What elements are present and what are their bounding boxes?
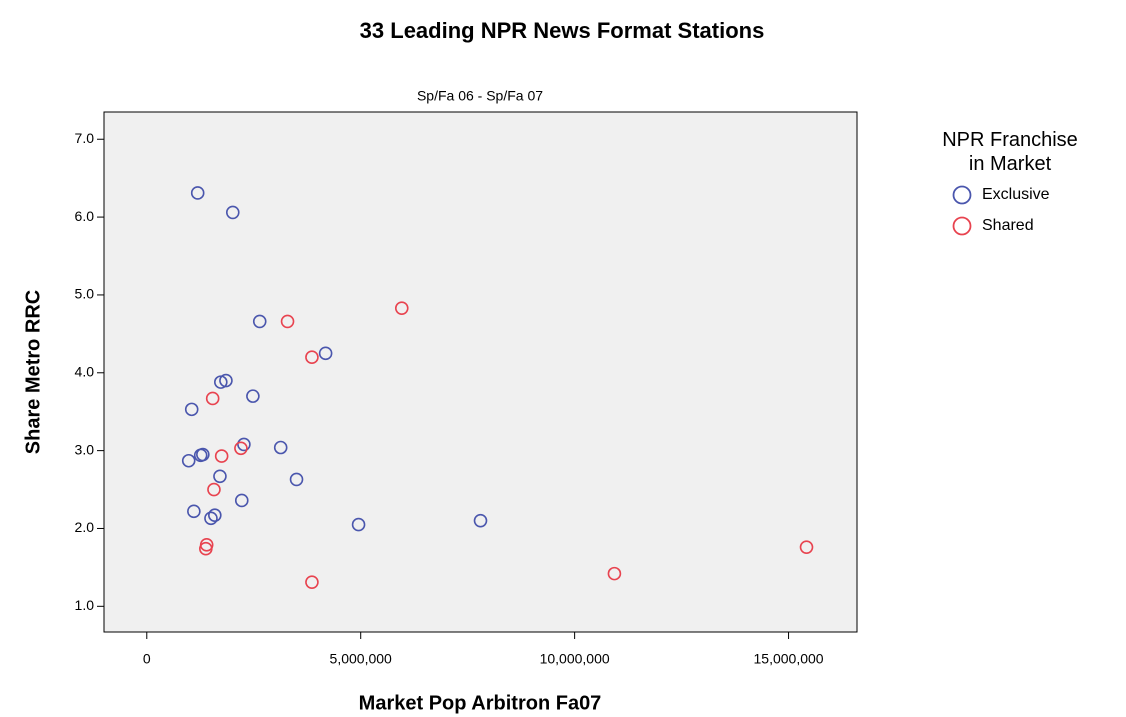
point: [473, 513, 488, 528]
point: [394, 301, 409, 315]
x-tick-label: 5,000,000: [330, 651, 392, 667]
point: [351, 517, 366, 532]
point: [205, 391, 220, 406]
point: [234, 441, 248, 456]
y-tick-label: 1.0: [75, 597, 95, 613]
legend-label: Exclusive: [982, 186, 1050, 203]
point: [225, 205, 240, 220]
y-tick-label: 7.0: [75, 130, 95, 146]
point: [187, 504, 201, 519]
point: [213, 469, 227, 484]
point: [799, 540, 814, 554]
point: [607, 566, 622, 581]
point: [193, 448, 208, 463]
chart-subtitle: Sp/Fa 06 - Sp/Fa 07: [417, 88, 543, 104]
point: [190, 186, 205, 200]
y-tick-label: 2.0: [75, 519, 95, 535]
y-tick-label: 6.0: [75, 208, 95, 224]
x-tick-label: 15,000,000: [754, 651, 824, 667]
point: [207, 482, 221, 497]
x-tick-label: 10,000,000: [540, 651, 610, 667]
legend-title: NPR Franchise in Market: [942, 129, 1078, 175]
legend-marker: [952, 185, 972, 205]
point: [234, 493, 249, 508]
point: [184, 402, 199, 417]
point: [252, 314, 267, 329]
point: [318, 346, 333, 361]
point: [199, 541, 213, 556]
legend-label: Shared: [982, 217, 1034, 234]
plot-area: [103, 111, 858, 633]
point: [237, 437, 251, 452]
point: [246, 389, 260, 403]
point: [280, 314, 295, 329]
x-axis-label: Market Pop Arbitron Fa07: [359, 692, 602, 714]
point: [273, 440, 288, 455]
legend-marker: [952, 216, 972, 236]
point: [305, 350, 319, 365]
y-tick-label: 3.0: [75, 441, 95, 457]
y-axis-label: Share Metro RRC: [22, 290, 44, 454]
point: [305, 575, 319, 589]
x-tick-label: 0: [143, 651, 151, 667]
point: [204, 511, 218, 526]
point: [181, 453, 196, 468]
point: [214, 375, 228, 389]
y-tick-label: 4.0: [75, 363, 95, 379]
legend-title-box: NPR Franchise in Market: [942, 129, 1078, 175]
y-tick-label: 5.0: [75, 286, 95, 302]
chart-title: 33 Leading NPR News Format Stations: [360, 18, 765, 43]
point: [289, 472, 304, 487]
point: [208, 508, 222, 523]
point: [214, 449, 229, 463]
